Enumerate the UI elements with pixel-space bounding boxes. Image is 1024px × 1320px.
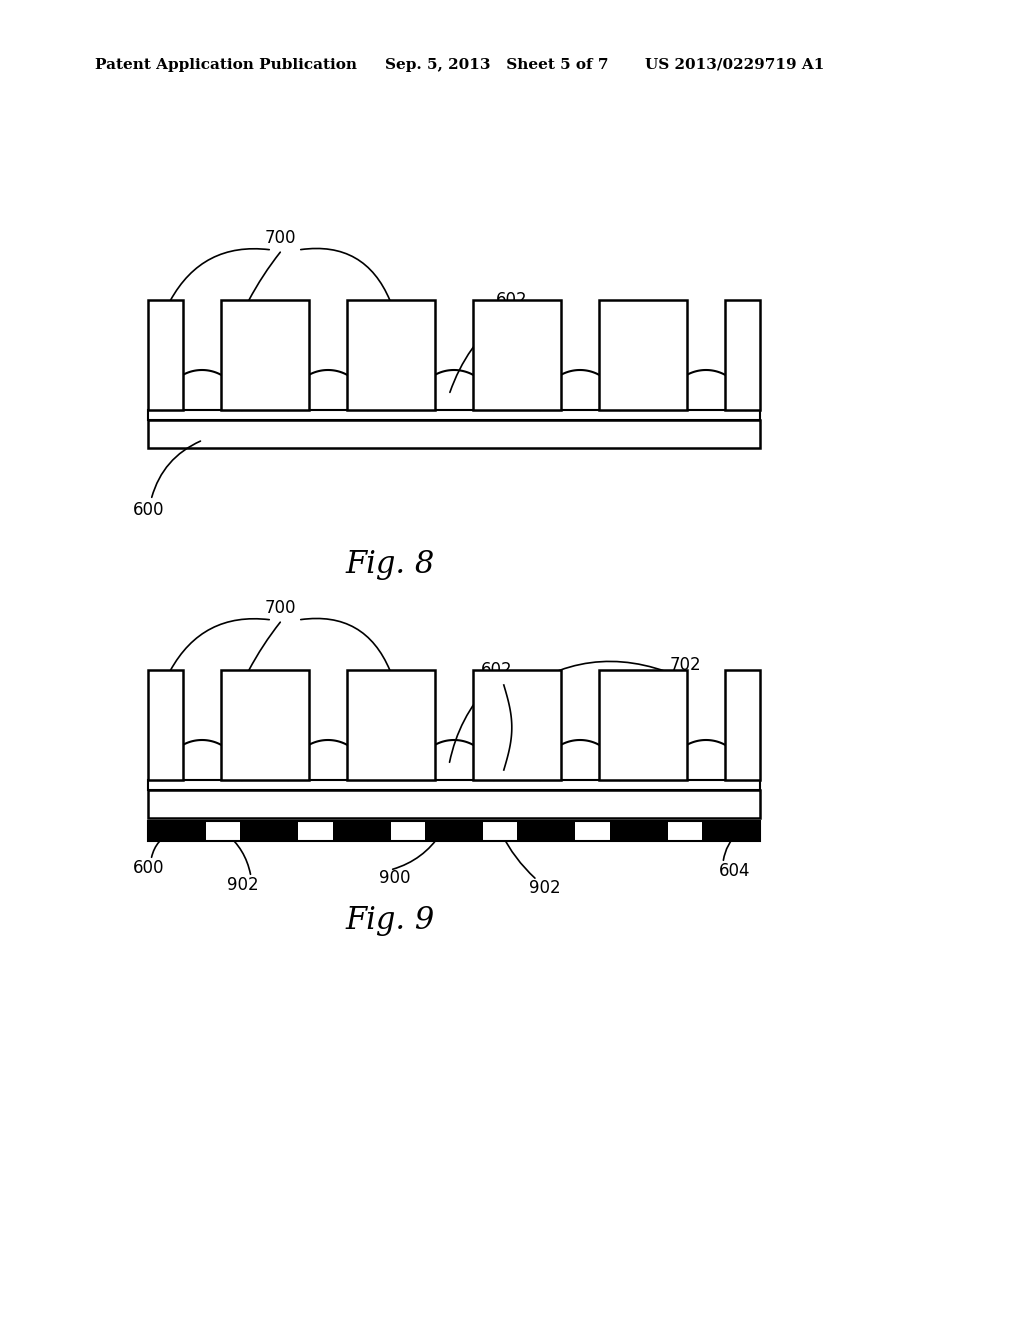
Bar (609, 821, 668, 841)
Bar (148, 420, 760, 447)
Bar (148, 671, 183, 780)
Bar (333, 821, 391, 841)
Bar (241, 821, 298, 841)
Text: 602: 602 (481, 661, 513, 678)
Bar (473, 671, 561, 780)
Text: 902: 902 (227, 876, 259, 894)
Text: 902: 902 (529, 879, 561, 898)
Bar (148, 821, 760, 841)
Text: 604: 604 (719, 862, 751, 880)
Bar (517, 821, 575, 841)
Text: 900: 900 (379, 869, 411, 887)
Bar (599, 671, 687, 780)
Text: 602: 602 (497, 290, 527, 309)
Bar (148, 780, 760, 789)
Text: 600: 600 (133, 502, 165, 519)
Text: Fig. 9: Fig. 9 (345, 906, 434, 936)
Text: 702: 702 (670, 656, 700, 675)
Bar (347, 300, 435, 411)
Text: 600: 600 (133, 859, 165, 876)
Text: US 2013/0229719 A1: US 2013/0229719 A1 (645, 58, 824, 73)
Text: 700: 700 (264, 599, 296, 616)
Bar (148, 789, 760, 818)
Bar (148, 300, 183, 411)
Text: Patent Application Publication: Patent Application Publication (95, 58, 357, 73)
Bar (473, 300, 561, 411)
Bar (148, 411, 760, 420)
Bar (221, 671, 309, 780)
Bar (599, 300, 687, 411)
Text: Fig. 8: Fig. 8 (345, 549, 434, 581)
Bar (425, 821, 483, 841)
Bar (221, 300, 309, 411)
Bar (725, 300, 760, 411)
Text: 700: 700 (264, 228, 296, 247)
Bar (702, 821, 760, 841)
Bar (347, 671, 435, 780)
Bar (148, 821, 206, 841)
Text: Sep. 5, 2013   Sheet 5 of 7: Sep. 5, 2013 Sheet 5 of 7 (385, 58, 608, 73)
Bar (725, 671, 760, 780)
